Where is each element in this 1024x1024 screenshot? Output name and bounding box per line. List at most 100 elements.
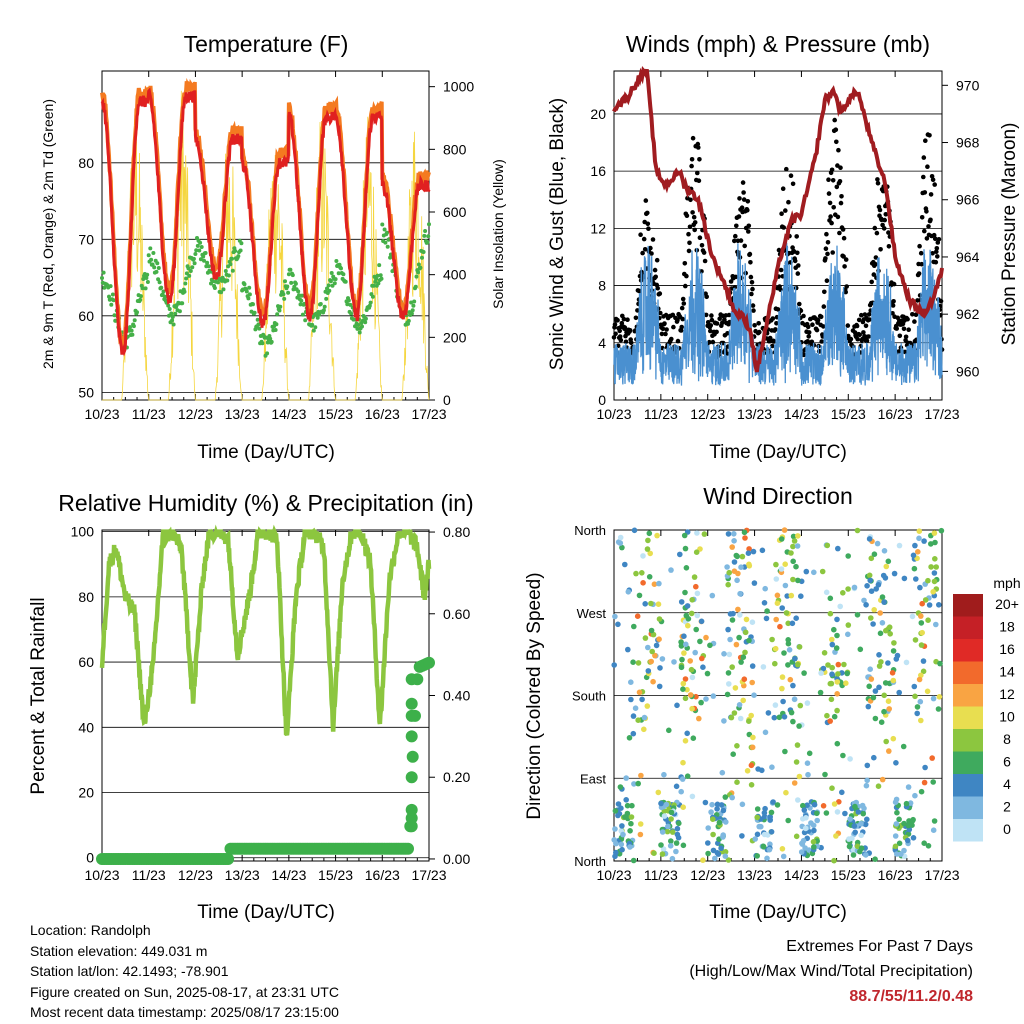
- dewpoint-point: [413, 284, 418, 289]
- dewpoint-point: [199, 245, 204, 249]
- direction-point: [823, 589, 830, 596]
- direction-point: [726, 569, 732, 576]
- dewpoint-point: [246, 296, 251, 301]
- direction-point: [673, 840, 680, 846]
- direction-point: [779, 846, 786, 852]
- temp-x-tick-label: 16/23: [365, 406, 400, 422]
- gust-point: [848, 336, 854, 342]
- gust-point: [905, 316, 910, 322]
- gust-point: [621, 316, 627, 322]
- dewpoint-point: [273, 328, 278, 332]
- direction-point: [790, 558, 796, 565]
- legend-swatch: [953, 796, 983, 819]
- gust-point: [611, 335, 617, 340]
- direction-point: [789, 620, 796, 627]
- gust-point: [775, 307, 781, 312]
- dir-x-tick-label: 15/23: [831, 867, 866, 883]
- gust-point: [739, 205, 745, 210]
- gust-point: [680, 316, 685, 322]
- gust-point: [934, 246, 940, 251]
- direction-point: [938, 527, 945, 534]
- dir-y-tick-label: South: [572, 689, 606, 704]
- temp-x-tick-label: 11/23: [132, 406, 166, 422]
- direction-point: [682, 545, 689, 552]
- gust-point: [618, 337, 624, 343]
- precip-point: [405, 771, 418, 784]
- dewpoint-point: [288, 267, 293, 272]
- direction-point: [918, 788, 925, 795]
- direction-point: [722, 853, 729, 859]
- gust-point: [679, 305, 685, 311]
- direction-point: [918, 642, 925, 648]
- direction-point: [877, 630, 884, 637]
- direction-point: [619, 544, 625, 551]
- direction-point: [850, 852, 857, 858]
- direction-point: [632, 705, 639, 711]
- direction-point: [864, 583, 870, 589]
- gust-point: [877, 207, 883, 213]
- gust-point: [843, 257, 849, 262]
- direction-point: [858, 845, 865, 851]
- temp-y-tick-label: 70: [78, 231, 94, 247]
- precip-point: [405, 697, 418, 710]
- direction-point: [866, 536, 873, 542]
- direction-point: [782, 561, 788, 567]
- direction-point: [681, 633, 687, 639]
- dewpoint-point: [109, 302, 114, 307]
- gust-point: [921, 174, 926, 180]
- direction-point: [874, 540, 881, 547]
- gust-point: [829, 167, 835, 173]
- direction-point: [756, 823, 762, 830]
- direction-point: [666, 727, 672, 734]
- direction-point: [630, 713, 637, 719]
- gust-point: [708, 323, 714, 328]
- gust-point: [709, 317, 715, 323]
- dir-x-tick-label: 16/23: [878, 867, 913, 883]
- gust-point: [732, 238, 737, 244]
- gust-point: [819, 339, 824, 344]
- gust-point: [928, 192, 934, 197]
- direction-point: [743, 616, 750, 623]
- direction-point: [931, 530, 938, 536]
- direction-point: [840, 752, 846, 759]
- direction-point: [863, 602, 869, 608]
- direction-point: [624, 802, 631, 809]
- direction-point: [729, 664, 735, 670]
- gust-point: [901, 326, 907, 332]
- gust-point: [790, 181, 796, 187]
- direction-point: [664, 828, 671, 835]
- gust-point: [841, 254, 846, 259]
- direction-point: [881, 548, 888, 554]
- direction-point: [659, 829, 666, 835]
- direction-point: [857, 646, 864, 653]
- direction-point: [844, 670, 850, 677]
- dewpoint-point: [329, 271, 334, 275]
- direction-point: [701, 531, 708, 537]
- direction-point: [804, 760, 811, 766]
- direction-point: [835, 661, 842, 668]
- wind-y2-tick-label: 962: [956, 306, 980, 322]
- gust-point: [886, 230, 891, 235]
- direction-point: [678, 664, 685, 671]
- legend-label: 18: [999, 619, 1015, 635]
- gust-point: [779, 211, 784, 216]
- direction-point: [725, 857, 732, 863]
- direction-point: [783, 789, 789, 796]
- direction-point: [909, 613, 916, 620]
- direction-point: [841, 661, 847, 668]
- gust-point: [717, 316, 722, 322]
- dewpoint-point: [409, 311, 414, 316]
- dewpoint-point: [210, 279, 215, 284]
- dewpoint-point: [420, 255, 424, 260]
- pressure-series: [612, 65, 944, 373]
- rh-y-tick-label: 80: [78, 589, 94, 605]
- dewpoint-point: [357, 330, 362, 335]
- direction-point: [905, 784, 912, 790]
- precip-point: [222, 853, 235, 865]
- temp-y-tick-label: 60: [78, 308, 94, 324]
- direction-point: [719, 769, 726, 776]
- direction-point: [780, 853, 787, 860]
- direction-point: [828, 696, 835, 703]
- dewpoint-point: [379, 276, 384, 281]
- gust-point: [931, 232, 937, 238]
